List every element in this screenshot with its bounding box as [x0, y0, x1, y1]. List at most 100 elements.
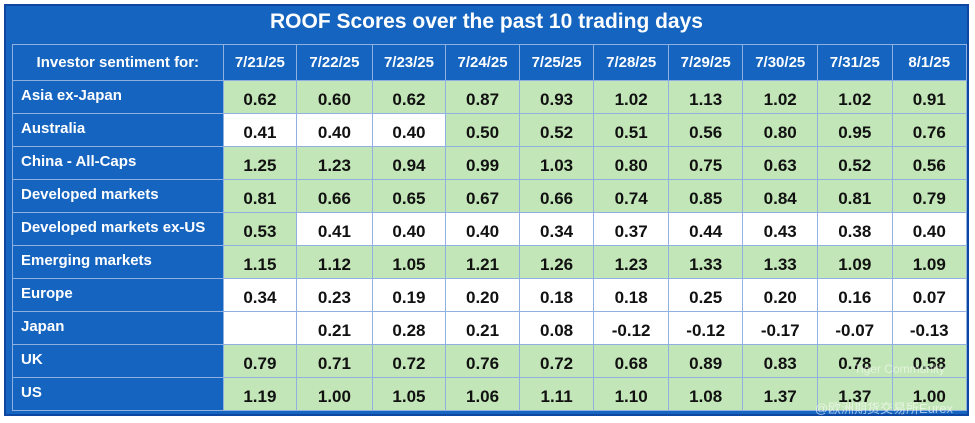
table-row: Japan 0.21 0.28 0.21 0.08 -0.12 -0.12 -0.17 -0.0… — [12, 311, 968, 345]
score-cell: 1.10 — [593, 377, 669, 411]
watermark-eurex: @欧洲期货交易所Eurex — [814, 401, 953, 416]
score-cell: 1.02 — [742, 80, 818, 114]
score-cell: 0.80 — [742, 113, 818, 147]
chart-title: ROOF Scores over the past 10 trading day… — [270, 10, 703, 33]
score-cell: 0.85 — [667, 179, 744, 213]
score-cell: 1.19 — [222, 377, 298, 411]
score-cell: 0.66 — [296, 179, 373, 213]
score-cell: 1.21 — [445, 245, 520, 279]
score-cell: 1.23 — [593, 245, 669, 279]
score-cell: 0.72 — [371, 344, 447, 378]
score-cell: 0.20 — [445, 278, 520, 312]
score-cell: 0.62 — [222, 80, 298, 114]
score-cell: 0.21 — [445, 311, 520, 345]
score-cell: 1.26 — [518, 245, 595, 279]
chart-frame: ROOF Scores over the past 10 trading day… — [4, 4, 969, 416]
score-cell: 0.56 — [667, 113, 744, 147]
score-cell: 0.34 — [222, 278, 298, 312]
score-cell: 0.78 — [817, 344, 893, 378]
table-row: UK 0.79 0.71 0.72 0.76 0.72 0.68 0.89 0.83 0.78 0.… — [12, 344, 968, 378]
row-label: Asia ex-Japan — [12, 80, 224, 114]
score-cell: 0.50 — [445, 113, 520, 147]
score-cell: 0.81 — [222, 179, 298, 213]
row-label: China - All-Caps — [12, 146, 224, 180]
score-cell: 0.60 — [296, 80, 373, 114]
table-body: Asia ex-Japan 0.62 0.60 0.62 0.87 0.93 1.02 1.1… — [12, 80, 968, 411]
score-cell: 1.12 — [296, 245, 373, 279]
score-cell: 1.37 — [742, 377, 818, 411]
score-cell: 0.87 — [445, 80, 520, 114]
row-header-label: Investor sentiment for: — [12, 44, 224, 81]
column-header-date: 7/21/25 — [222, 44, 298, 81]
score-cell: 0.16 — [817, 278, 893, 312]
score-cell: 0.41 — [296, 212, 373, 246]
score-cell: 0.74 — [593, 179, 669, 213]
score-cell: 0.07 — [891, 278, 968, 312]
score-cell: 0.76 — [445, 344, 520, 378]
row-label: Emerging markets — [12, 245, 224, 279]
score-cell: 0.41 — [222, 113, 298, 147]
score-cell: 1.02 — [593, 80, 669, 114]
row-label: Japan — [12, 311, 224, 345]
score-cell: 1.00 — [296, 377, 373, 411]
score-cell: 0.52 — [518, 113, 595, 147]
score-cell: 1.06 — [445, 377, 520, 411]
score-cell: 0.25 — [667, 278, 744, 312]
table-row: Emerging markets 1.15 1.12 1.05 1.21 1.26 1.23… — [12, 245, 968, 279]
score-cell: 0.83 — [742, 344, 818, 378]
score-cell: 0.08 — [518, 311, 595, 345]
table-row: Developed markets 0.81 0.66 0.65 0.67 0.66 0.7… — [12, 179, 968, 213]
header-row: Investor sentiment for: 7/21/25 7/22/25 7/… — [12, 44, 968, 81]
table-row: China - All-Caps 1.25 1.23 0.94 0.99 1.03 0.80… — [12, 146, 968, 180]
score-cell: 0.95 — [817, 113, 893, 147]
score-cell: 0.18 — [593, 278, 669, 312]
table-row: Developed markets ex-US 0.53 0.41 0.40 0.40 0… — [12, 212, 968, 246]
row-label: Australia — [12, 113, 224, 147]
row-label: UK — [12, 344, 224, 378]
roof-scores-table: Investor sentiment for: 7/21/25 7/22/25 7/… — [12, 44, 968, 411]
score-cell: 0.43 — [742, 212, 818, 246]
score-cell: 1.09 — [817, 245, 893, 279]
score-cell: 0.84 — [742, 179, 818, 213]
score-cell: 0.58 — [891, 344, 968, 378]
score-cell: 0.72 — [518, 344, 595, 378]
column-header-date: 7/23/25 — [371, 44, 447, 81]
score-cell: 0.37 — [593, 212, 669, 246]
score-cell: 0.67 — [445, 179, 520, 213]
score-cell: 0.40 — [891, 212, 968, 246]
row-label: Developed markets ex-US — [12, 212, 224, 246]
score-cell: 0.19 — [371, 278, 447, 312]
score-cell: 0.52 — [817, 146, 893, 180]
score-cell: 1.03 — [518, 146, 595, 180]
score-cell: 0.51 — [593, 113, 669, 147]
score-cell: 0.91 — [891, 80, 968, 114]
score-cell: 1.23 — [296, 146, 373, 180]
score-cell: 0.38 — [817, 212, 893, 246]
row-label: US — [12, 377, 224, 411]
score-cell — [222, 311, 298, 345]
score-cell: 1.11 — [518, 377, 595, 411]
score-cell: -0.17 — [742, 311, 818, 345]
score-cell: 0.68 — [593, 344, 669, 378]
score-cell: 0.40 — [371, 212, 447, 246]
score-cell: 0.80 — [593, 146, 669, 180]
score-cell: 0.28 — [371, 311, 447, 345]
column-header-date: 7/30/25 — [742, 44, 818, 81]
watermark-tiger: Tiger Community — [854, 362, 945, 376]
score-cell: 0.65 — [371, 179, 447, 213]
column-header-date: 7/22/25 — [296, 44, 373, 81]
score-cell: 0.89 — [667, 344, 744, 378]
score-cell: 0.23 — [296, 278, 373, 312]
column-header-date: 7/28/25 — [593, 44, 669, 81]
score-cell: 0.21 — [296, 311, 373, 345]
score-cell: -0.07 — [817, 311, 893, 345]
score-cell: -0.12 — [667, 311, 744, 345]
score-cell: 0.62 — [371, 80, 447, 114]
column-header-date: 7/24/25 — [445, 44, 520, 81]
score-cell: 1.02 — [817, 80, 893, 114]
score-cell: -0.13 — [891, 311, 968, 345]
table-row: Asia ex-Japan 0.62 0.60 0.62 0.87 0.93 1.02 1.1… — [12, 80, 968, 114]
table-row: Europe 0.34 0.23 0.19 0.20 0.18 0.18 0.25 0.20 0.… — [12, 278, 968, 312]
score-cell: 0.20 — [742, 278, 818, 312]
score-cell: 0.99 — [445, 146, 520, 180]
